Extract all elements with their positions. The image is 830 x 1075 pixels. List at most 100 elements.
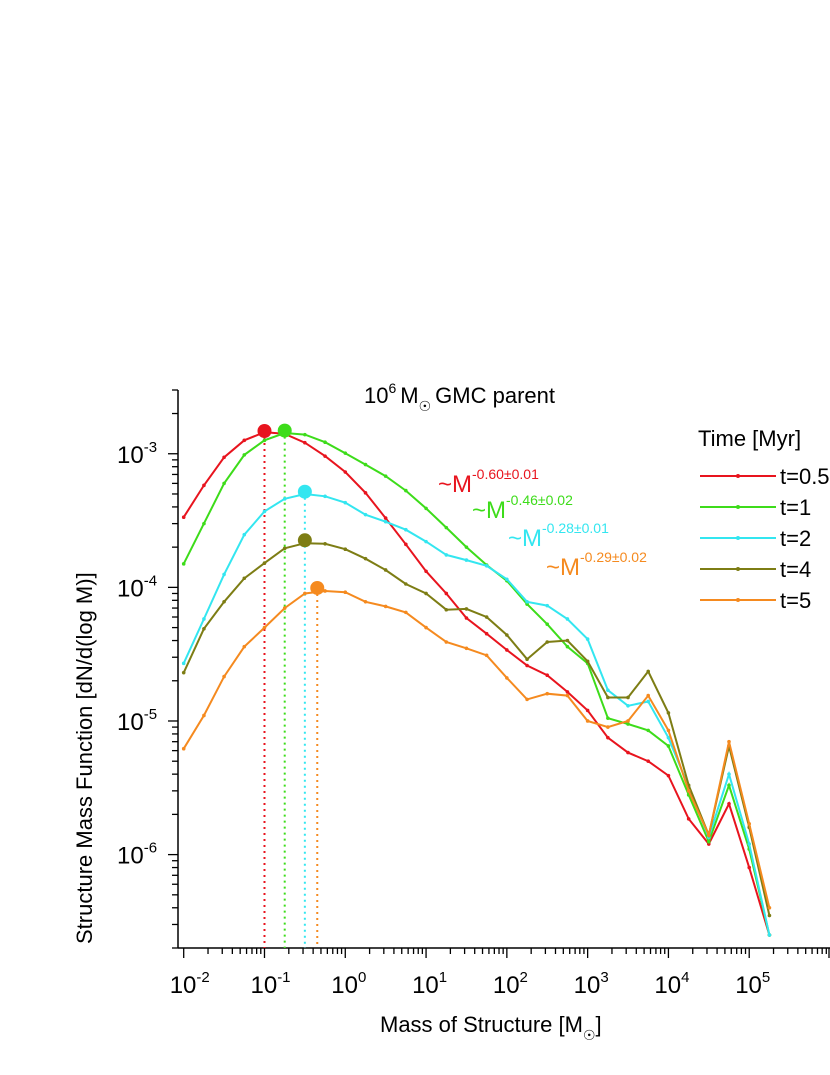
chart-title: 106 M☉ GMC parent — [364, 380, 555, 414]
x-tick-label: 101 — [412, 969, 447, 999]
data-point — [262, 509, 267, 514]
data-point — [323, 440, 327, 445]
data-point — [303, 591, 307, 596]
data-point — [606, 735, 610, 740]
data-point — [222, 455, 226, 460]
data-point — [383, 604, 388, 609]
data-point — [484, 564, 489, 568]
data-point — [242, 644, 247, 649]
data-point — [525, 697, 529, 702]
data-point — [706, 839, 711, 844]
data-point — [404, 542, 408, 547]
data-point — [383, 474, 388, 478]
data-point — [404, 610, 408, 615]
data-point — [404, 582, 408, 586]
data-point — [646, 693, 651, 698]
data-point — [464, 545, 469, 549]
data-point — [181, 515, 186, 520]
data-point — [525, 599, 529, 604]
data-point — [666, 728, 671, 733]
peak-marker-lines — [263, 430, 319, 948]
fit-label: ~M-0.46±0.02 — [472, 492, 573, 524]
data-point — [404, 527, 408, 532]
data-point — [242, 532, 247, 537]
data-point — [545, 622, 550, 627]
legend-marker — [736, 505, 740, 509]
data-point — [323, 589, 327, 593]
data-point — [343, 547, 348, 552]
data-point — [444, 591, 449, 596]
x-tick-label: 100 — [331, 969, 366, 999]
data-point — [262, 625, 267, 630]
data-point — [363, 556, 368, 561]
data-point — [484, 631, 489, 636]
data-point — [646, 669, 651, 674]
legend-marker — [736, 474, 740, 478]
y-axis-ticks: 10-3 10-4 10-5 10-6 — [117, 389, 178, 949]
data-point — [424, 591, 428, 596]
data-point — [666, 744, 671, 748]
data-point — [202, 626, 206, 631]
data-point — [767, 913, 772, 918]
data-point — [545, 603, 550, 608]
data-point — [383, 568, 388, 572]
x-axis-ticks: 10-2 10-1 100 101 102 103 104 105 — [170, 948, 830, 999]
data-point — [424, 506, 428, 511]
x-tick-label: 10-1 — [250, 969, 290, 999]
data-point — [585, 719, 590, 723]
data-point — [626, 750, 630, 755]
data-point — [646, 728, 651, 733]
data-point — [646, 699, 651, 704]
data-point — [262, 561, 267, 565]
peak-dot-t=5 — [310, 580, 325, 595]
data-point — [626, 719, 630, 723]
data-point — [404, 488, 408, 493]
data-point — [323, 541, 327, 546]
data-point — [181, 661, 186, 666]
data-point — [383, 516, 388, 520]
data-point — [323, 494, 327, 499]
data-point — [727, 739, 731, 744]
data-point — [181, 670, 186, 675]
data-point — [282, 546, 287, 551]
y-tick-label: 10-3 — [117, 439, 157, 469]
data-point — [363, 599, 368, 604]
data-point — [262, 438, 267, 443]
data-point — [444, 607, 449, 612]
data-point — [343, 590, 348, 595]
legend-title: Time [Myr] — [698, 426, 801, 451]
data-point — [565, 693, 570, 698]
data-point — [343, 500, 348, 505]
y-tick-label: 10-5 — [117, 706, 157, 736]
x-tick-label: 10-2 — [170, 969, 210, 999]
data-point — [626, 722, 630, 726]
data-point — [222, 674, 226, 679]
data-point — [202, 521, 206, 526]
data-point — [323, 454, 327, 458]
legend-label: t=4 — [780, 557, 811, 582]
data-point — [222, 599, 226, 604]
peak-dots — [257, 423, 325, 595]
data-point — [767, 933, 772, 937]
y-tick-label: 10-4 — [117, 572, 157, 602]
data-point — [626, 695, 630, 700]
legend-marker — [736, 598, 740, 602]
data-point — [343, 451, 348, 455]
data-point — [282, 497, 287, 501]
data-point — [363, 491, 368, 495]
data-point — [727, 772, 731, 776]
data-point — [565, 638, 570, 643]
peak-dot-t=1 — [277, 423, 292, 438]
data-point — [565, 644, 570, 649]
legend-label: t=1 — [780, 495, 811, 520]
data-point — [727, 802, 731, 806]
data-point — [505, 577, 509, 582]
data-point — [363, 462, 368, 467]
data-point — [666, 711, 671, 715]
data-point — [484, 615, 489, 619]
data-point — [444, 525, 449, 530]
fit-annotations: ~M-0.60±0.01~M-0.46±0.02~M-0.28±0.01~M-0… — [438, 466, 647, 581]
peak-dot-t=4 — [297, 533, 312, 548]
data-point — [343, 470, 348, 474]
